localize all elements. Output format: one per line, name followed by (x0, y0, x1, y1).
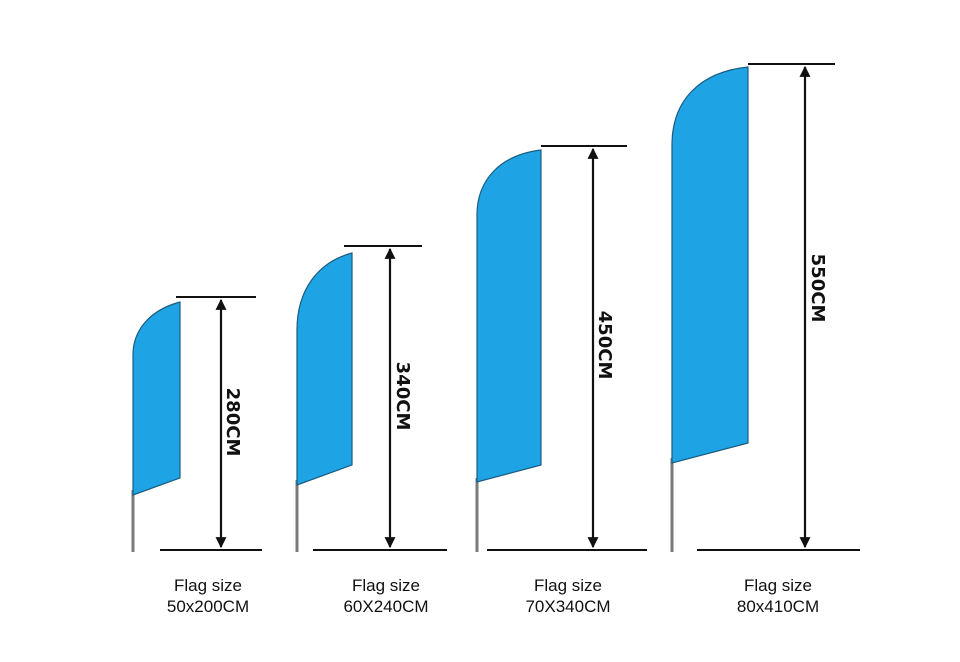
flag-group: 340CM Flag size 60X240CM (295, 245, 447, 616)
size-label: 80x410CM (737, 597, 819, 616)
size-label: 70X340CM (525, 597, 610, 616)
flag (476, 149, 542, 483)
flag-group: 280CM Flag size 50x200CM (131, 296, 262, 616)
size-label: 60X240CM (343, 597, 428, 616)
height-label: 340CM (392, 362, 413, 431)
flag-group: 550CM Flag size 80x410CM (670, 63, 860, 616)
flag (132, 301, 181, 496)
height-label: 550CM (807, 254, 828, 323)
caption: Flag size (744, 576, 812, 595)
height-label: 450CM (594, 311, 615, 380)
height-label: 280CM (222, 388, 243, 457)
flag (296, 252, 353, 486)
flag (671, 66, 749, 464)
flag-group: 450CM Flag size 70X340CM (475, 145, 647, 616)
caption: Flag size (352, 576, 420, 595)
size-label: 50x200CM (167, 597, 249, 616)
caption: Flag size (174, 576, 242, 595)
caption: Flag size (534, 576, 602, 595)
